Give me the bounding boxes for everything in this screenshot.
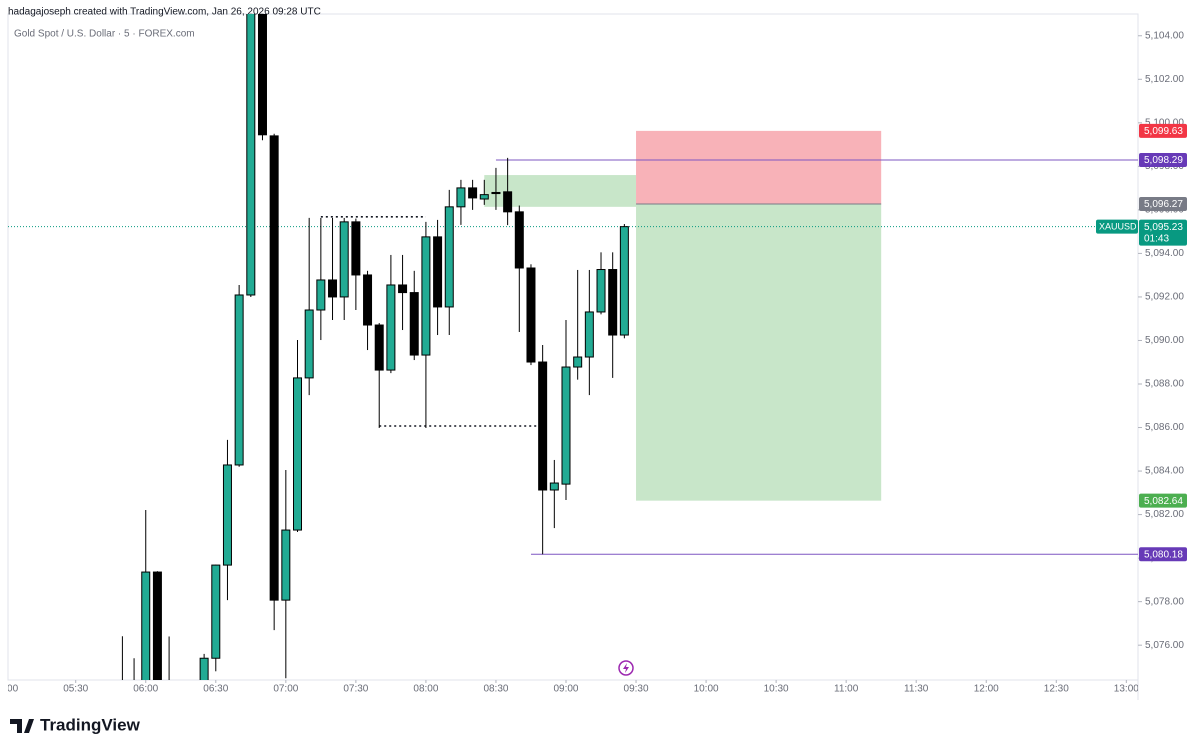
- candle-body: [211, 564, 221, 659]
- candle-body: [234, 294, 244, 466]
- x-tick-label: 06:30: [203, 684, 228, 695]
- stop-zone: [636, 130, 882, 205]
- price-label: 5,082.64: [1144, 496, 1183, 507]
- candle-body: [538, 361, 548, 491]
- candle-body: [386, 284, 396, 371]
- candle-body: [257, 14, 267, 136]
- candle-body: [246, 14, 256, 296]
- brand-logo: TradingView: [10, 715, 141, 734]
- symbol-bg: [1096, 219, 1138, 234]
- candle-body: [141, 571, 151, 680]
- y-tick-label: 5,092.00: [1145, 292, 1184, 303]
- candle-body: [409, 292, 419, 356]
- candle-body: [281, 529, 291, 601]
- candle-body: [444, 206, 454, 308]
- y-tick-label: 5,102.00: [1145, 74, 1184, 85]
- price-label-bg: [1139, 153, 1187, 168]
- x-tick-label: 11:00: [834, 684, 859, 695]
- candle-body: [293, 377, 303, 531]
- x-tick-label: 07:00: [273, 684, 298, 695]
- x-tick-label: 05:30: [63, 684, 88, 695]
- candle-body: [398, 284, 408, 294]
- candle-body: [573, 356, 583, 368]
- price-label: 5,098.29: [1144, 155, 1183, 166]
- candle-body: [584, 311, 594, 358]
- x-tick-label: 10:30: [764, 684, 789, 695]
- candle-body: [316, 279, 326, 311]
- candle-body: [165, 684, 173, 691]
- header: hadagajoseph created with TradingView.co…: [8, 7, 321, 18]
- price-label-bg: [1139, 547, 1187, 562]
- candle-body: [222, 464, 232, 566]
- y-tick-label: 5,100.00: [1145, 117, 1184, 128]
- x-tick-label: 05:00: [0, 684, 19, 695]
- last-price-label: 5,095.23: [1144, 222, 1183, 233]
- candle-body: [269, 135, 279, 601]
- target-zone: [636, 204, 882, 501]
- price-label-bg: [1139, 197, 1187, 212]
- y-tick-label: 5,088.00: [1145, 379, 1184, 390]
- countdown: 01:43: [1144, 233, 1169, 244]
- candle-body: [456, 187, 466, 208]
- candle-body: [421, 236, 431, 356]
- plot: [8, 14, 1138, 693]
- x-tick-label: 12:30: [1044, 684, 1069, 695]
- event-icon-bolt: [623, 663, 629, 673]
- x-tick-label: 09:00: [553, 684, 578, 695]
- y-tick-label: 5,084.00: [1145, 466, 1184, 477]
- candle-body: [199, 657, 209, 680]
- x-axis: 05:00 05:30 06:00 06:30 07:00 07:30 08:00 08:30…: [0, 680, 1139, 695]
- candle-body: [328, 279, 338, 298]
- candle-body: [561, 366, 571, 485]
- candle-body: [608, 269, 618, 336]
- candle-body: [468, 187, 478, 199]
- x-tick-label: 10:00: [694, 684, 719, 695]
- candle-body: [152, 571, 162, 680]
- y-tick-label: 5,094.00: [1145, 248, 1184, 259]
- x-tick-label: 12:00: [974, 684, 999, 695]
- candle-body: [619, 226, 629, 336]
- candle-body: [433, 236, 443, 308]
- x-tick-label: 08:00: [413, 684, 438, 695]
- x-tick-label: 13:00: [1114, 684, 1139, 695]
- event-icon[interactable]: [618, 660, 634, 676]
- x-tick-label: 11:30: [904, 684, 929, 695]
- candle-body: [363, 274, 373, 326]
- y-tick-label: 5,078.00: [1145, 596, 1184, 607]
- candle-body: [549, 482, 559, 491]
- y-tick-label: 5,090.00: [1145, 335, 1184, 346]
- candle-body: [339, 221, 349, 298]
- candle-body: [526, 267, 536, 363]
- x-tick-label: 09:30: [624, 684, 649, 695]
- price-label: 5,099.63: [1144, 126, 1183, 137]
- candle-body: [304, 309, 314, 379]
- x-tick-label: 07:30: [343, 684, 368, 695]
- axes: 5,076.005,078.005,080.005,082.005,084.00…: [1096, 30, 1187, 651]
- y-tick-label: 5,076.00: [1145, 640, 1184, 651]
- candle-body: [374, 324, 384, 371]
- price-label-bg: [1139, 493, 1187, 508]
- symbol-label: XAUUSD: [1099, 222, 1137, 232]
- candle-body: [514, 211, 524, 269]
- y-tick-label: 5,082.00: [1145, 509, 1184, 520]
- chart-title: Gold Spot / U.S. Dollar · 5 · FOREX.com: [14, 29, 195, 40]
- candle-body: [479, 194, 489, 200]
- brand: TradingView: [40, 715, 141, 734]
- candle-body: [596, 269, 606, 313]
- candle-body: [118, 689, 126, 693]
- y-tick-label: 5,104.00: [1145, 30, 1184, 41]
- x-tick-label: 08:30: [483, 684, 508, 695]
- candle-body: [491, 191, 501, 195]
- price-label: 5,096.27: [1144, 199, 1183, 210]
- x-tick-label: 06:00: [133, 684, 158, 695]
- price-label-bg: [1139, 123, 1187, 138]
- price-label: 5,080.18: [1144, 549, 1183, 560]
- y-tick-label: 5,086.00: [1145, 422, 1184, 433]
- plot-area: [7, 13, 1139, 681]
- candle-body: [503, 191, 513, 213]
- last-price-bg: [1139, 219, 1187, 246]
- candle-body: [351, 221, 361, 276]
